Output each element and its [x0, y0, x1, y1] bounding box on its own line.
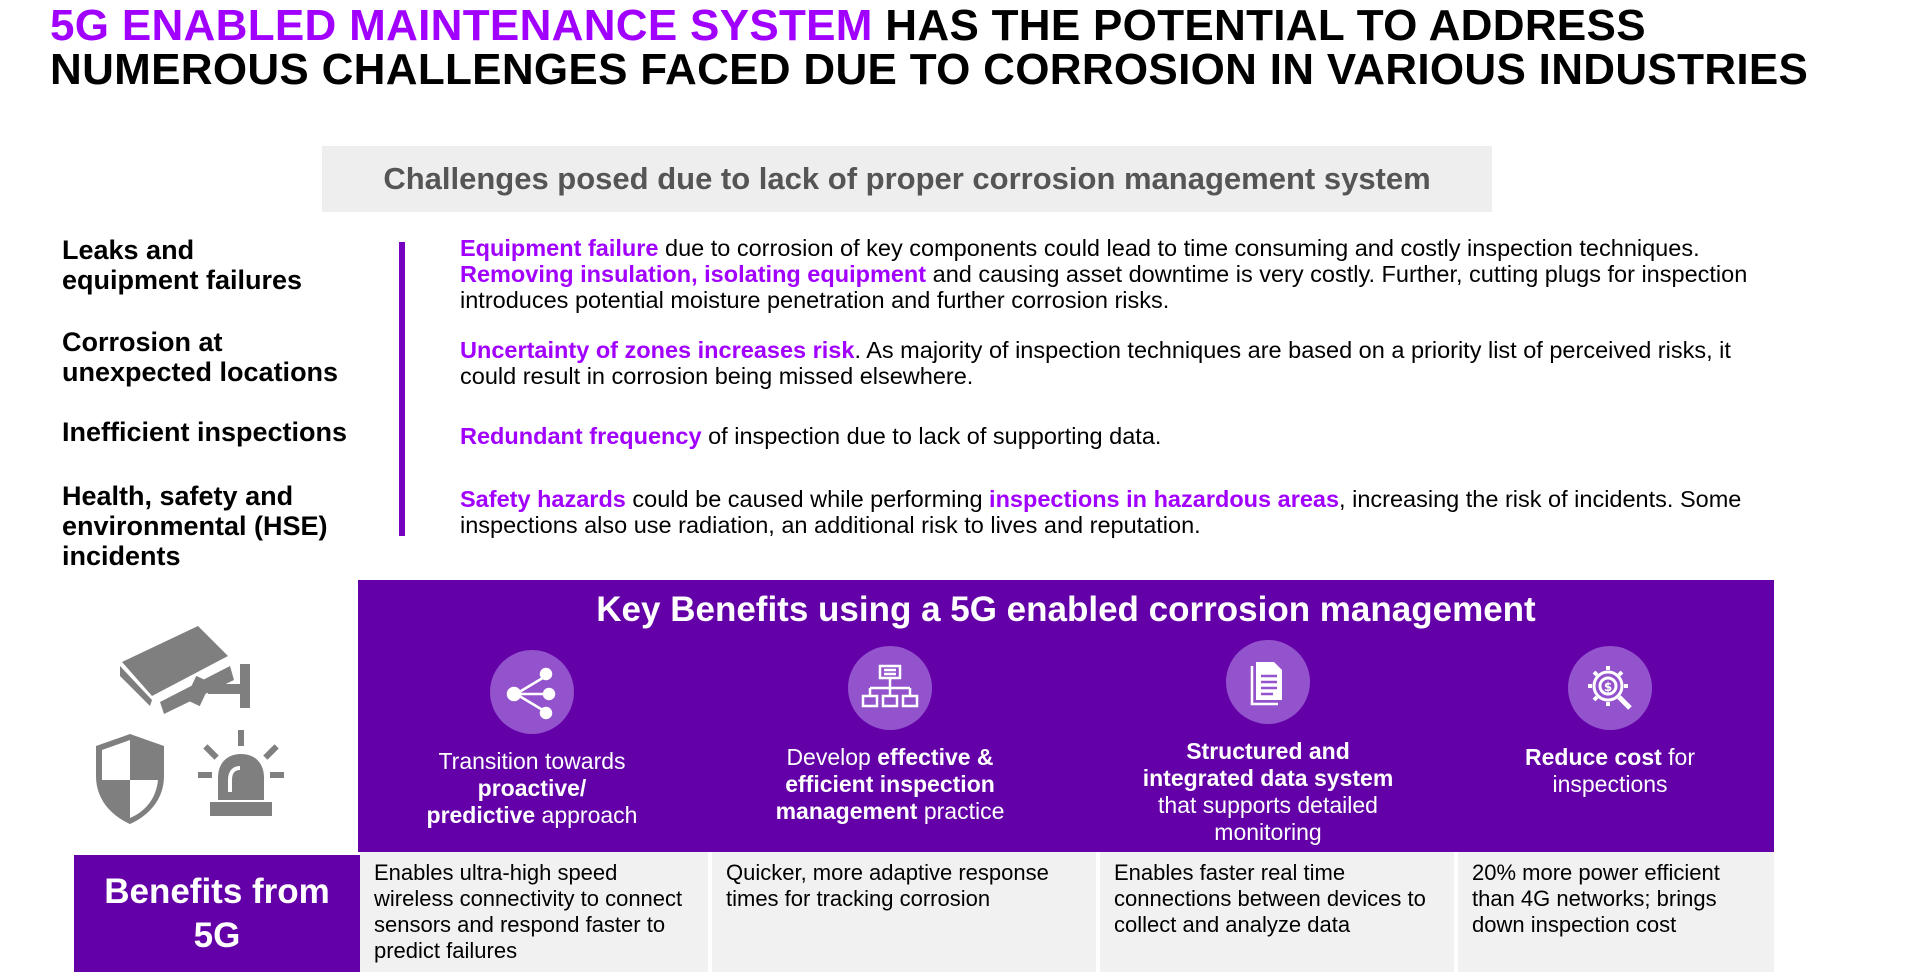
- highlight-safety-hazards: Safety hazards: [460, 486, 626, 512]
- benefit-inspection-practice: Develop effective & efficient inspection…: [730, 646, 1050, 825]
- cost-gear-search-icon: $: [1568, 646, 1652, 730]
- benefit-practice-bold-3: management: [775, 798, 918, 824]
- benefit-proactive-bold-2: predictive: [426, 802, 536, 828]
- benefit-data-bold-1: Structured and: [1186, 738, 1350, 764]
- key-benefits-title: Key Benefits using a 5G enabled corrosio…: [596, 590, 1536, 629]
- desc-corrosion-text: . As majority of inspection techniques a…: [460, 337, 1731, 389]
- benefit-proactive-text-2: approach: [535, 802, 638, 828]
- security-camera-icon: [120, 626, 250, 714]
- title-line-1: 5G ENABLED MAINTENANCE SYSTEM HAS THE PO…: [50, 4, 1870, 48]
- benefit-practice-text-1: Develop: [786, 744, 878, 770]
- benefit-proactive-text-1: Transition towards: [438, 748, 626, 774]
- desc-corrosion: Uncertainty of zones increases risk. As …: [460, 337, 1780, 389]
- title-line-2: NUMEROUS CHALLENGES FACED DUE TO CORROSI…: [50, 45, 1809, 94]
- five-g-cell-1: Enables ultra-high speed wireless connec…: [360, 852, 708, 972]
- desc-leaks-text-2: and causing asset downtime is very costl…: [460, 261, 1748, 313]
- vertical-divider: [399, 242, 405, 536]
- challenges-header: Challenges posed due to lack of proper c…: [322, 146, 1492, 212]
- benefit-data-text-1: that supports detailed: [1158, 792, 1378, 818]
- highlight-hazardous-areas: inspections in hazardous areas: [989, 486, 1340, 512]
- benefit-data-system: Structured and integrated data system th…: [1108, 640, 1428, 846]
- benefit-reduce-cost: $ Reduce cost for inspections: [1450, 646, 1770, 798]
- label-corrosion-line-2: unexpected locations: [62, 357, 339, 387]
- org-chart-icon: [848, 646, 932, 730]
- desc-inefficient: Redundant frequency of inspection due to…: [460, 423, 1780, 449]
- highlight-removing-insulation: Removing insulation, isolating equipment: [460, 261, 927, 287]
- desc-hse: Safety hazards could be caused while per…: [460, 486, 1780, 538]
- benefit-cost-text-2: inspections: [1552, 771, 1668, 797]
- benefit-proactive: Transition towards proactive/ predictive…: [372, 650, 692, 829]
- label-hse: Health, safety and environmental (HSE) i…: [62, 481, 402, 571]
- benefits-from-5g-line-1: Benefits from: [104, 871, 330, 911]
- five-g-cell-4: 20% more power efficient than 4G network…: [1458, 852, 1774, 972]
- shield-icon: [96, 734, 164, 824]
- label-corrosion-line-1: Corrosion at: [62, 327, 223, 357]
- desc-leaks-text-1: due to corrosion of key components could…: [658, 235, 1700, 261]
- label-leaks-line-1: Leaks and: [62, 235, 195, 265]
- label-hse-line-2: environmental (HSE): [62, 511, 328, 541]
- label-hse-line-3: incidents: [62, 541, 181, 571]
- key-benefits-panel: Key Benefits using a 5G enabled corrosio…: [358, 580, 1774, 852]
- five-g-cell-2: Quicker, more adaptive response times fo…: [712, 852, 1096, 972]
- title-line-1-rest: HAS THE POTENTIAL TO ADDRESS: [872, 1, 1646, 50]
- alarm-siren-icon: [198, 730, 284, 816]
- desc-hse-text-1: could be caused while performing: [625, 486, 990, 512]
- label-leaks-line-2: equipment failures: [62, 265, 303, 295]
- label-corrosion: Corrosion at unexpected locations: [62, 327, 402, 387]
- highlight-equipment-failure: Equipment failure: [460, 235, 659, 261]
- benefits-from-5g-line-2: 5G: [193, 915, 241, 955]
- svg-text:$: $: [1604, 680, 1612, 694]
- share-network-icon: [490, 650, 574, 734]
- desc-hse-text-2: , increasing the risk of incidents. Some…: [460, 486, 1742, 538]
- benefit-proactive-bold-1: proactive/: [477, 775, 587, 801]
- benefit-cost-text-1: for: [1661, 744, 1695, 770]
- benefits-from-5g-label: Benefits from 5G: [74, 855, 360, 972]
- page-title: 5G ENABLED MAINTENANCE SYSTEM HAS THE PO…: [50, 4, 1870, 92]
- five-g-cell-3: Enables faster real time connections bet…: [1100, 852, 1454, 972]
- benefit-practice-text-2: practice: [917, 798, 1005, 824]
- benefit-practice-bold-2: efficient inspection: [785, 771, 995, 797]
- device-icons: [80, 600, 320, 840]
- benefit-practice-bold-1: effective &: [877, 744, 994, 770]
- label-hse-line-1: Health, safety and: [62, 481, 294, 511]
- highlight-redundant-frequency: Redundant frequency: [460, 423, 702, 449]
- benefit-data-text-2: monitoring: [1214, 819, 1322, 845]
- label-inefficient: Inefficient inspections: [62, 417, 348, 447]
- document-icon: [1226, 640, 1310, 724]
- desc-leaks: Equipment failure due to corrosion of ke…: [460, 235, 1780, 313]
- benefit-cost-bold-1: Reduce cost: [1525, 744, 1662, 770]
- desc-inefficient-text: of inspection due to lack of supporting …: [701, 423, 1162, 449]
- highlight-uncertainty: Uncertainty of zones increases risk: [460, 337, 855, 363]
- label-leaks: Leaks and equipment failures: [62, 235, 402, 295]
- title-accent: 5G ENABLED MAINTENANCE SYSTEM: [50, 1, 873, 50]
- benefit-data-bold-2: integrated data system: [1142, 765, 1394, 791]
